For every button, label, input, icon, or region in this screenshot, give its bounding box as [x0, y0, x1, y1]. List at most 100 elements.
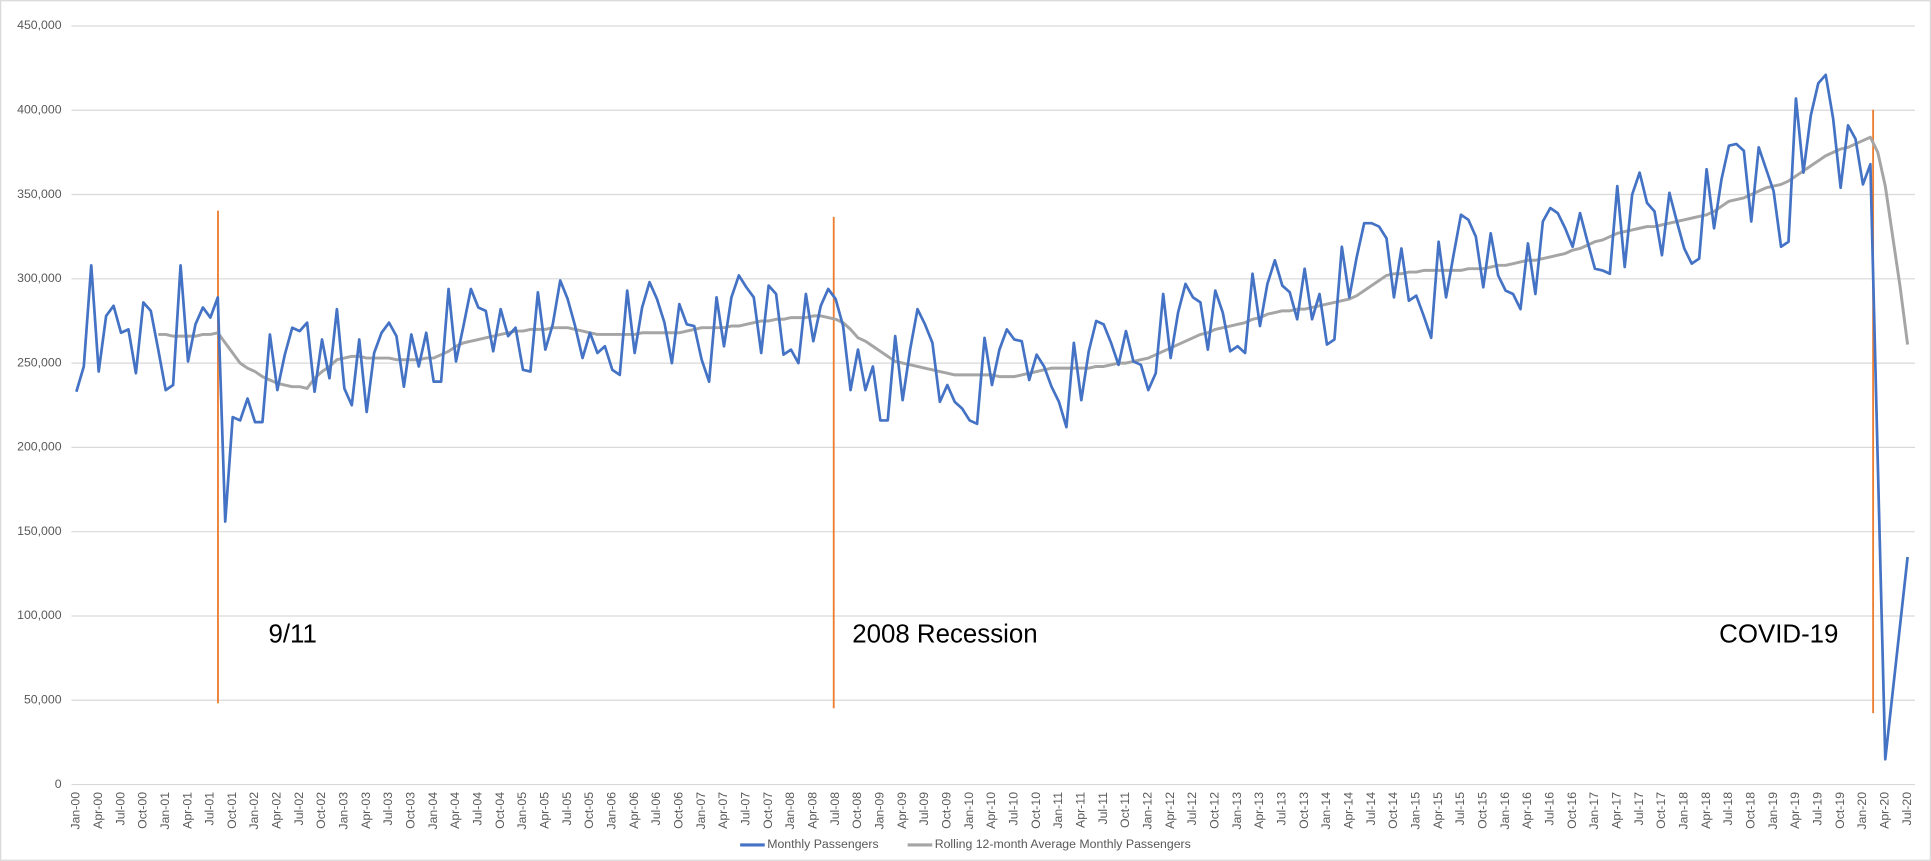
x-tick-label: Jan-13: [1230, 792, 1244, 830]
x-tick-label: Jul-18: [1721, 792, 1735, 826]
x-tick-label: Jan-16: [1498, 792, 1512, 830]
x-tick-label: Jan-19: [1766, 792, 1780, 830]
y-tick-label: 300,000: [17, 271, 62, 285]
x-tick-label: Jul-00: [113, 792, 127, 826]
x-tick-label: Apr-12: [1163, 792, 1177, 829]
x-tick-label: Jan-17: [1587, 792, 1601, 830]
x-tick-label: Apr-19: [1788, 792, 1802, 829]
x-tick-label: Oct-18: [1744, 792, 1758, 829]
x-tick-label: Jan-04: [426, 792, 440, 830]
x-tick-label: Apr-04: [448, 792, 462, 829]
x-tick-label: Apr-09: [895, 792, 909, 829]
x-tick-label: Oct-07: [761, 792, 775, 829]
x-tick-label: Jul-14: [1364, 792, 1378, 826]
x-tick-label: Jan-20: [1855, 792, 1869, 830]
y-tick-label: 250,000: [17, 355, 62, 369]
x-tick-label: Jan-14: [1319, 792, 1333, 830]
x-tick-label: Apr-01: [180, 792, 194, 829]
x-tick-label: Oct-12: [1208, 792, 1222, 829]
x-tick-label: Oct-11: [1118, 792, 1132, 828]
x-tick-label: Oct-10: [1029, 792, 1043, 829]
x-tick-label: Jul-07: [739, 792, 753, 826]
x-tick-label: Apr-20: [1878, 792, 1892, 829]
x-tick-label: Apr-14: [1342, 792, 1356, 829]
x-tick-label: Jan-05: [515, 792, 529, 830]
x-tick-label: Jan-02: [247, 792, 261, 830]
event-label: COVID-19: [1719, 620, 1838, 648]
x-tick-label: Apr-08: [806, 792, 820, 829]
x-tick-label: Jul-10: [1007, 792, 1021, 826]
x-tick-label: Jul-08: [828, 792, 842, 826]
x-tick-label: Jan-15: [1409, 792, 1423, 830]
x-tick-label: Oct-02: [314, 792, 328, 829]
x-tick-label: Jan-12: [1141, 792, 1155, 830]
y-tick-label: 100,000: [17, 608, 62, 622]
x-tick-label: Oct-00: [136, 792, 150, 829]
x-tick-label: Oct-06: [672, 792, 686, 829]
x-tick-label: Jan-10: [962, 792, 976, 830]
x-tick-label: Oct-17: [1654, 792, 1668, 829]
x-tick-label: Jan-07: [694, 792, 708, 830]
x-tick-label: Jan-09: [873, 792, 887, 830]
x-tick-label: Jul-16: [1543, 792, 1557, 826]
event-label: 9/11: [268, 620, 316, 648]
y-tick-label: 350,000: [17, 187, 62, 201]
x-tick-label: Jul-06: [649, 792, 663, 826]
x-tick-label: Apr-16: [1520, 792, 1534, 829]
x-tick-label: Apr-10: [984, 792, 998, 829]
x-tick-label: Apr-05: [538, 792, 552, 829]
x-tick-label: Jan-01: [158, 792, 172, 830]
event-label: 2008 Recession: [852, 620, 1037, 648]
x-tick-label: Oct-05: [582, 792, 596, 829]
x-tick-label: Jul-20: [1900, 792, 1914, 826]
y-tick-label: 200,000: [17, 440, 62, 454]
y-tick-label: 450,000: [17, 18, 62, 32]
x-tick-label: Apr-15: [1431, 792, 1445, 829]
x-tick-label: Jan-11: [1051, 792, 1065, 829]
x-tick-label: Jul-09: [917, 792, 931, 826]
x-tick-label: Oct-03: [404, 792, 418, 829]
legend-label: Monthly Passengers: [767, 837, 878, 851]
x-tick-label: Oct-01: [225, 792, 239, 829]
x-tick-label: Jul-17: [1632, 792, 1646, 826]
x-tick-label: Jul-03: [381, 792, 395, 826]
x-tick-label: Jul-15: [1453, 792, 1467, 826]
x-tick-label: Jan-06: [605, 792, 619, 830]
x-tick-label: Jan-18: [1677, 792, 1691, 830]
y-tick-label: 400,000: [17, 102, 62, 116]
x-tick-label: Apr-13: [1252, 792, 1266, 829]
x-tick-label: Oct-08: [850, 792, 864, 829]
y-tick-label: 150,000: [17, 524, 62, 538]
x-tick-label: Oct-15: [1476, 792, 1490, 829]
x-tick-label: Jul-19: [1811, 792, 1825, 826]
series-line: [158, 135, 1910, 390]
x-tick-label: Oct-14: [1386, 792, 1400, 829]
x-tick-label: Jan-00: [69, 792, 83, 830]
x-tick-label: Apr-18: [1699, 792, 1713, 829]
x-tick-label: Jan-08: [783, 792, 797, 830]
x-tick-label: Apr-03: [359, 792, 373, 829]
x-tick-label: Apr-02: [270, 792, 284, 829]
y-tick-label: 50,000: [24, 693, 62, 707]
x-tick-label: Jul-13: [1275, 792, 1289, 826]
x-tick-label: Apr-00: [91, 792, 105, 829]
x-tick-label: Jul-05: [560, 792, 574, 826]
x-tick-label: Jul-04: [471, 792, 485, 826]
x-tick-label: Apr-11: [1074, 792, 1088, 828]
x-tick-label: Jul-12: [1185, 792, 1199, 826]
x-tick-label: Jan-03: [337, 792, 351, 830]
x-tick-label: Apr-06: [627, 792, 641, 829]
x-tick-label: Apr-17: [1610, 792, 1624, 829]
x-tick-label: Jul-02: [292, 792, 306, 826]
x-tick-label: Oct-19: [1833, 792, 1847, 829]
x-tick-label: Oct-16: [1565, 792, 1579, 829]
x-tick-label: Apr-07: [716, 792, 730, 829]
y-tick-label: 0: [55, 777, 62, 791]
series-line: [75, 73, 1909, 761]
x-tick-label: Oct-13: [1297, 792, 1311, 829]
x-tick-label: Oct-09: [940, 792, 954, 829]
legend-label: Rolling 12-month Average Monthly Passeng…: [935, 837, 1191, 851]
x-tick-label: Jul-01: [203, 792, 217, 826]
